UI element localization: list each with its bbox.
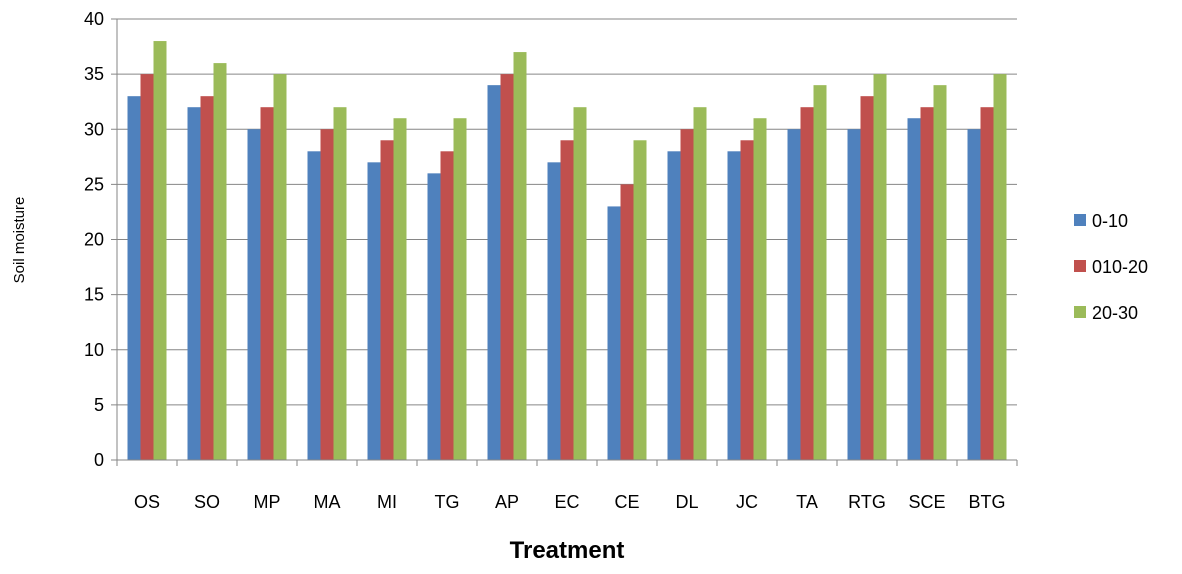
x-tick-label: OS [134, 492, 160, 512]
bar-mi-series-1 [367, 162, 381, 460]
bar-ta-series-1 [787, 129, 801, 460]
y-tick-label: 40 [84, 9, 104, 29]
bar-os-series-2 [140, 74, 154, 460]
x-tick-label: MA [314, 492, 341, 512]
x-tick-label: CE [614, 492, 639, 512]
y-axis-label: Soil moisture [11, 197, 28, 284]
bar-jc-series-2 [740, 140, 754, 460]
legend: 0-10 010-20 20-30 [1074, 211, 1148, 323]
bar-so-series-2 [200, 96, 214, 461]
x-tick-label: SCE [908, 492, 945, 512]
legend-label: 20-30 [1092, 303, 1138, 323]
x-tick-label: RTG [848, 492, 886, 512]
x-tick-label: TA [796, 492, 818, 512]
bar-ma-series-2 [320, 129, 334, 460]
bar-tg-series-3 [453, 118, 467, 460]
bar-ce-series-3 [633, 140, 647, 460]
bar-jc-series-3 [753, 118, 767, 460]
x-tick-label: JC [736, 492, 758, 512]
y-tick-label: 0 [94, 450, 104, 470]
bar-mp-series-2 [260, 107, 274, 460]
bar-ap-series-2 [500, 74, 514, 460]
y-tick-label: 5 [94, 395, 104, 415]
axes [111, 18, 1018, 466]
bar-so-series-1 [187, 107, 201, 460]
bar-ec-series-2 [560, 140, 574, 460]
x-tick-label: SO [194, 492, 220, 512]
bar-ta-series-2 [800, 107, 814, 460]
y-tick-label: 10 [84, 340, 104, 360]
x-tick-label: BTG [968, 492, 1005, 512]
bar-sce-series-2 [920, 107, 934, 460]
legend-label: 010-20 [1092, 257, 1148, 277]
legend-swatch [1074, 260, 1086, 272]
y-tick-label: 35 [84, 64, 104, 84]
legend-item: 0-10 [1074, 211, 1128, 231]
bars [127, 41, 1007, 461]
x-tick-label: EC [554, 492, 579, 512]
bar-ec-series-1 [547, 162, 561, 460]
bar-dl-series-2 [680, 129, 694, 460]
x-tick-labels: OS SO MP MA MI TG AP EC CE DL JC TA RTG SCE BTG [134, 492, 1006, 512]
x-tick-label: DL [675, 492, 698, 512]
y-tick-label: 30 [84, 119, 104, 139]
bar-ec-series-3 [573, 107, 587, 460]
x-tick-label: MP [254, 492, 281, 512]
y-tick-labels: 0 5 10 15 20 25 30 35 40 [84, 9, 104, 470]
legend-swatch [1074, 306, 1086, 318]
legend-label: 0-10 [1092, 211, 1128, 231]
bar-dl-series-3 [693, 107, 707, 460]
y-tick-label: 25 [84, 174, 104, 194]
bar-os-series-1 [127, 96, 141, 461]
legend-swatch [1074, 214, 1086, 226]
bar-sce-series-3 [933, 85, 947, 461]
bar-mi-series-3 [393, 118, 407, 460]
x-tick-label: MI [377, 492, 397, 512]
bar-tg-series-1 [427, 173, 441, 460]
legend-item: 20-30 [1074, 303, 1138, 323]
bar-so-series-3 [213, 63, 227, 460]
bar-btg-series-3 [993, 74, 1007, 460]
bar-ma-series-3 [333, 107, 347, 460]
bar-mp-series-1 [247, 129, 261, 460]
y-tick-label: 15 [84, 285, 104, 305]
bar-mp-series-3 [273, 74, 287, 460]
bar-btg-series-2 [980, 107, 994, 460]
bar-rtg-series-3 [873, 74, 887, 460]
bar-btg-series-1 [967, 129, 981, 460]
bar-mi-series-2 [380, 140, 394, 460]
y-tick-label: 20 [84, 230, 104, 250]
bar-ap-series-3 [513, 52, 527, 460]
bar-ce-series-2 [620, 184, 634, 460]
bar-rtg-series-1 [847, 129, 861, 460]
x-tick-label: TG [435, 492, 460, 512]
bar-ap-series-1 [487, 85, 501, 461]
x-axis-label: Treatment [510, 537, 625, 564]
bar-jc-series-1 [727, 151, 741, 461]
bar-tg-series-2 [440, 151, 454, 461]
bar-dl-series-1 [667, 151, 681, 461]
bar-ce-series-1 [607, 206, 621, 460]
bar-ta-series-3 [813, 85, 827, 461]
bar-rtg-series-2 [860, 96, 874, 461]
x-tick-label: AP [495, 492, 519, 512]
legend-item: 010-20 [1074, 257, 1148, 277]
bar-sce-series-1 [907, 118, 921, 460]
bar-ma-series-1 [307, 151, 321, 461]
bar-os-series-3 [153, 41, 167, 461]
